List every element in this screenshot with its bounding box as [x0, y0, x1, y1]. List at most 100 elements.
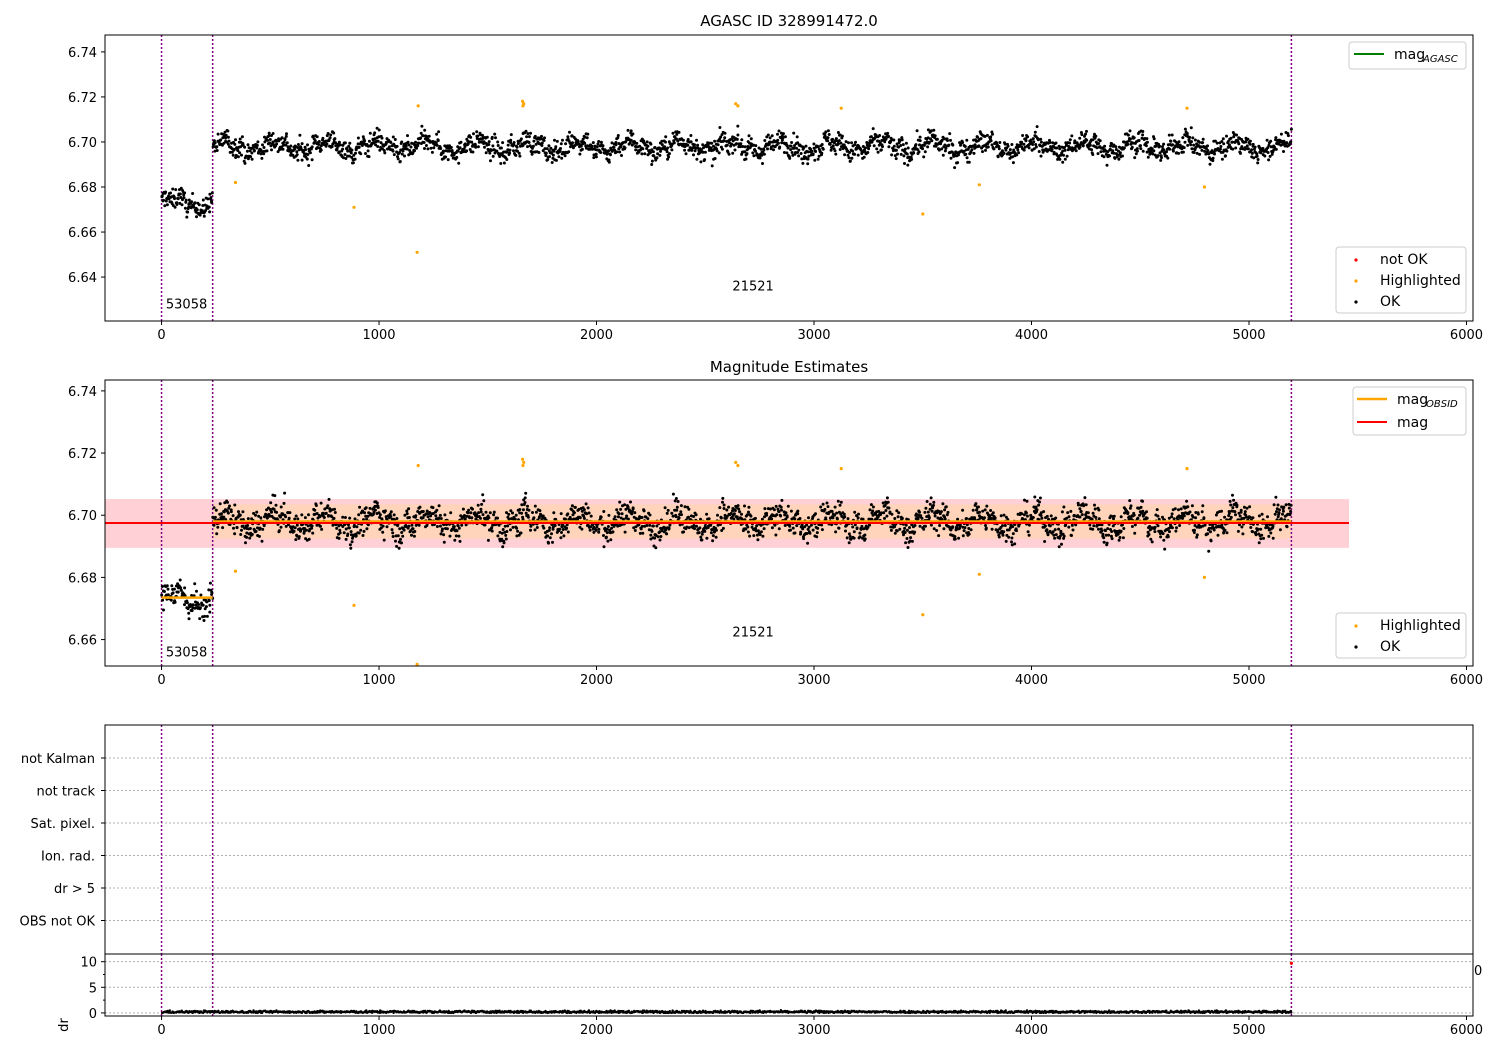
ok-data-point [463, 517, 467, 521]
ok-data-point [508, 148, 512, 152]
ok-data-point [359, 528, 363, 532]
ok-data-point [689, 140, 693, 144]
ok-data-point [927, 140, 931, 144]
ok-data-point [267, 131, 271, 135]
ok-data-point [586, 506, 590, 510]
ok-data-point [1038, 500, 1041, 504]
ok-data-point [1199, 145, 1203, 149]
ok-data-point [654, 546, 658, 550]
ok-data-point [306, 153, 310, 156]
ok-data-point [1132, 136, 1136, 140]
ok-data-point [361, 534, 365, 537]
ok-data-point [1060, 542, 1063, 546]
ok-data-point [722, 503, 726, 507]
legend-box [1335, 246, 1467, 314]
ok-data-point [367, 139, 371, 143]
ok-data-point [743, 504, 746, 508]
ok-data-point [1256, 158, 1260, 161]
ok-data-point [1266, 151, 1270, 154]
ok-data-point [1126, 133, 1130, 137]
ok-data-point [174, 188, 178, 192]
ok-data-point [621, 517, 625, 521]
ok-data-point [846, 153, 850, 157]
ok-data-point [257, 534, 261, 538]
ok-data-point [736, 504, 740, 508]
ok-data-point [414, 140, 417, 144]
ok-data-point [920, 516, 924, 520]
ok-data-point [918, 139, 922, 143]
ok-data-point [883, 140, 887, 144]
ok-data-point [802, 537, 806, 541]
ok-data-point [1202, 516, 1206, 520]
ok-data-point [405, 512, 409, 516]
ok-data-point [352, 153, 356, 157]
ok-data-point [774, 504, 778, 508]
ok-data-point [505, 158, 509, 161]
ok-data-point [868, 508, 872, 512]
ok-data-point [1040, 516, 1044, 520]
ok-data-point [562, 534, 566, 538]
ok-data-point [315, 512, 319, 515]
ok-data-point [174, 584, 178, 588]
ok-data-point [922, 155, 926, 159]
ok-data-point [620, 512, 624, 516]
ok-data-point [555, 139, 559, 143]
ok-data-point [509, 509, 513, 513]
ok-data-point [523, 501, 527, 504]
ok-data-point [1233, 510, 1237, 514]
ok-data-point [983, 508, 987, 512]
ok-data-point [1168, 147, 1172, 151]
ok-data-point [667, 526, 671, 530]
ok-data-point [1231, 493, 1234, 497]
ok-data-point [828, 142, 832, 146]
ok-data-point [178, 201, 182, 205]
ok-data-point [1084, 132, 1087, 136]
ok-data-point [1118, 536, 1122, 539]
ok-data-point [885, 496, 889, 500]
ok-data-point [1035, 125, 1039, 129]
ok-data-point [389, 141, 393, 144]
ok-data-point [1110, 530, 1114, 533]
ok-data-point [759, 523, 763, 527]
ok-data-point [265, 149, 269, 153]
ok-data-point [1055, 146, 1059, 150]
y-tick-label: 6.68 [68, 571, 97, 586]
ok-data-point [1020, 140, 1024, 144]
ok-data-point [412, 534, 416, 538]
ok-data-point [341, 147, 345, 151]
ok-data-point [1011, 155, 1014, 159]
ok-data-point [1189, 143, 1193, 147]
ok-data-point [570, 134, 574, 138]
ok-data-point [496, 534, 500, 538]
ok-data-point [222, 510, 226, 514]
highlighted-data-point [416, 104, 420, 108]
ok-data-point [1105, 163, 1109, 167]
ok-data-point [506, 524, 510, 528]
ok-data-point [1206, 532, 1210, 536]
ok-data-point [366, 514, 370, 518]
ok-data-point [476, 134, 480, 138]
ok-data-point [930, 509, 934, 513]
ok-data-point [840, 134, 844, 138]
ok-data-point [471, 507, 474, 511]
ok-data-point [1235, 503, 1239, 507]
ok-data-point [897, 511, 901, 515]
ok-data-point [1240, 525, 1244, 529]
ok-data-point [871, 127, 875, 131]
ok-data-point [1057, 545, 1061, 549]
ok-data-point [910, 157, 914, 161]
ok-data-point [635, 141, 639, 145]
ok-data-point [668, 152, 671, 156]
highlighted-data-point [521, 463, 525, 468]
ok-data-point [441, 149, 445, 153]
ok-data-point [1013, 542, 1017, 546]
ok-data-point [366, 149, 370, 153]
ok-data-point [973, 516, 977, 520]
ok-data-point [788, 156, 792, 160]
ok-data-point [362, 529, 366, 533]
ok-data-point [743, 150, 747, 154]
ok-data-point [671, 492, 675, 496]
ok-data-point [703, 158, 707, 162]
ok-data-point [568, 130, 571, 134]
